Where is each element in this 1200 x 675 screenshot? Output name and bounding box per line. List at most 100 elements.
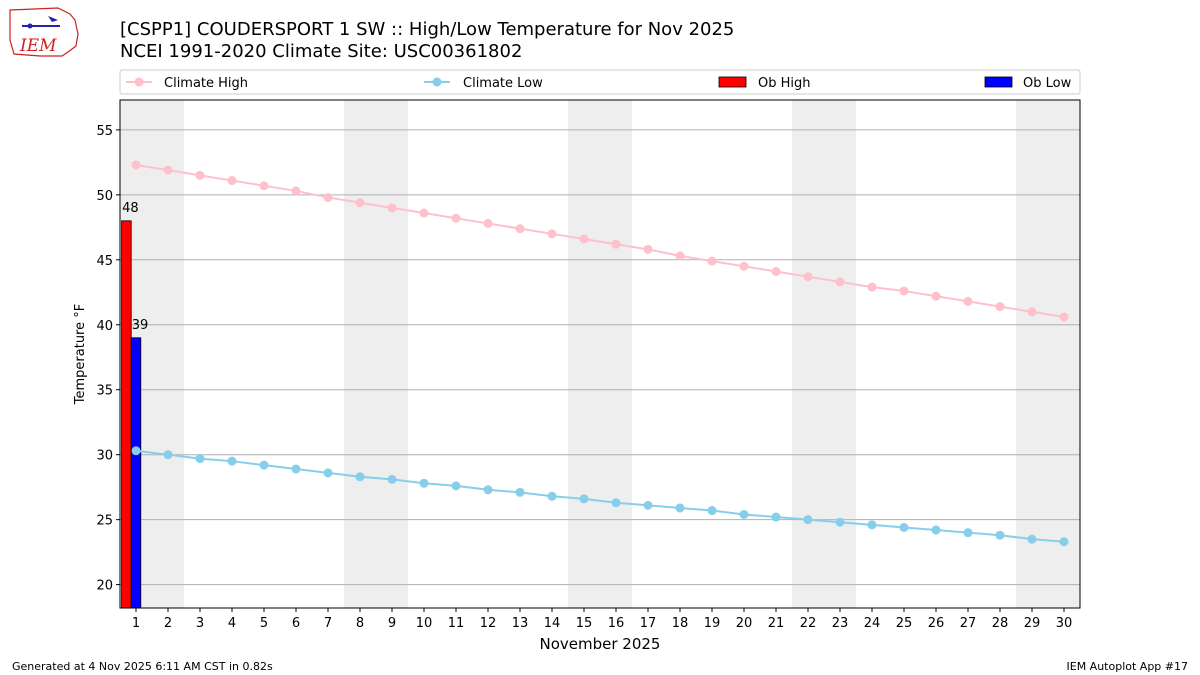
x-tick-label: 25 [896, 616, 913, 631]
chart-title: [CSPP1] COUDERSPORT 1 SW :: High/Low Tem… [120, 19, 734, 40]
y-axis-label: Temperature °F [73, 304, 88, 405]
climate-low-point [195, 454, 205, 464]
legend-ob-low-label: Ob Low [1023, 76, 1072, 91]
x-tick-label: 22 [800, 616, 817, 631]
x-tick-label: 17 [640, 616, 657, 631]
climate-low-point [803, 515, 813, 525]
climate-high-point [835, 277, 845, 287]
x-tick-label: 8 [356, 616, 364, 631]
climate-low-point [355, 472, 365, 482]
legend-climate-high-marker-icon [134, 77, 144, 87]
plot-frame [119, 99, 1081, 609]
climate-high-point [643, 244, 653, 254]
y-axis-ticks: 20 25 30 35 40 45 50 55 [96, 124, 120, 594]
climate-low-point [579, 494, 589, 504]
logo-text: IEM [19, 36, 57, 56]
climate-low-point [707, 506, 717, 516]
x-tick-label: 9 [388, 616, 396, 631]
climate-low-point [419, 478, 429, 488]
x-tick-label: 14 [544, 616, 561, 631]
climate-low-point [227, 456, 237, 466]
weekend-bands [120, 100, 1080, 608]
x-tick-label: 24 [864, 616, 881, 631]
climate-low-point [643, 500, 653, 510]
climate-low-point [547, 491, 557, 501]
climate-high-point [899, 286, 909, 296]
x-axis-ticks: 1 2 3 4 5 6 7 8 9 10 11 12 13 14 15 16 17 18 19 20 21 22 23 24 2… [132, 608, 1072, 631]
x-axis-label: November 2025 [540, 635, 661, 653]
climate-low-point [963, 528, 973, 538]
y-tick-label: 50 [96, 189, 113, 204]
x-tick-label: 10 [416, 616, 433, 631]
grid-lines [120, 129, 1080, 586]
climate-low-line [135, 449, 1065, 543]
climate-high-point [323, 192, 333, 202]
iowa-outline-icon [9, 7, 79, 57]
x-tick-label: 5 [260, 616, 268, 631]
climate-high-point [931, 291, 941, 301]
climate-high-point [739, 261, 749, 271]
y-tick-label: 30 [96, 449, 113, 464]
x-tick-label: 30 [1056, 616, 1073, 631]
y-tick-label: 20 [96, 579, 113, 594]
climate-low-point [1059, 537, 1069, 547]
climate-lines [131, 160, 1069, 547]
legend-frame [119, 69, 1081, 95]
x-tick-label: 27 [960, 616, 977, 631]
climate-low-point [483, 485, 493, 495]
legend-ob-high-label: Ob High [758, 76, 811, 91]
legend-climate-high-label: Climate High [164, 76, 248, 91]
climate-high-point [483, 218, 493, 228]
climate-low-point [451, 481, 461, 491]
climate-high-point [195, 170, 205, 180]
ob-low-label: 39 [132, 318, 149, 333]
y-tick-label: 55 [96, 124, 113, 139]
x-tick-label: 11 [448, 616, 465, 631]
weekend-band [1016, 100, 1080, 608]
climate-low-point [163, 450, 173, 460]
climate-low-point [611, 498, 621, 508]
x-tick-label: 13 [512, 616, 529, 631]
x-tick-label: 26 [928, 616, 945, 631]
climate-high-point [163, 165, 173, 175]
climate-low-point [1027, 534, 1037, 544]
legend: Climate High Climate Low Ob High Ob Low [119, 69, 1081, 95]
climate-high-point [515, 224, 525, 234]
footer-app-text: IEM Autoplot App #17 [1067, 660, 1189, 673]
x-tick-label: 18 [672, 616, 689, 631]
x-tick-label: 6 [292, 616, 300, 631]
climate-high-point [867, 282, 877, 292]
climate-high-point [451, 213, 461, 223]
climate-low-point [259, 460, 269, 470]
weekend-band [792, 100, 856, 608]
climate-low-point [675, 503, 685, 513]
x-tick-label: 20 [736, 616, 753, 631]
climate-high-point [259, 181, 269, 191]
chart-subtitle: NCEI 1991-2020 Climate Site: USC00361802 [120, 41, 522, 62]
climate-high-point [419, 208, 429, 218]
climate-high-point [579, 234, 589, 244]
x-tick-label: 23 [832, 616, 849, 631]
x-tick-label: 12 [480, 616, 497, 631]
climate-low-point [899, 522, 909, 532]
climate-high-line [135, 163, 1065, 318]
climate-low-point [131, 446, 141, 456]
x-tick-label: 4 [228, 616, 236, 631]
legend-climate-low-label: Climate Low [463, 76, 543, 91]
station-dot-icon [27, 23, 33, 29]
climate-low-point [771, 512, 781, 522]
bar-data-labels: 48 39 [122, 201, 148, 333]
footer-generated-text: Generated at 4 Nov 2025 6:11 AM CST in 0… [12, 660, 273, 673]
climate-low-point [739, 509, 749, 519]
x-tick-label: 28 [992, 616, 1009, 631]
x-tick-label: 29 [1024, 616, 1041, 631]
x-tick-label: 21 [768, 616, 785, 631]
y-tick-label: 40 [96, 319, 113, 334]
climate-high-point [995, 302, 1005, 312]
climate-high-point [771, 266, 781, 276]
iem-logo: IEM [9, 7, 79, 57]
climate-high-point [1059, 312, 1069, 322]
x-tick-label: 19 [704, 616, 721, 631]
wind-flag-icon [48, 16, 58, 22]
